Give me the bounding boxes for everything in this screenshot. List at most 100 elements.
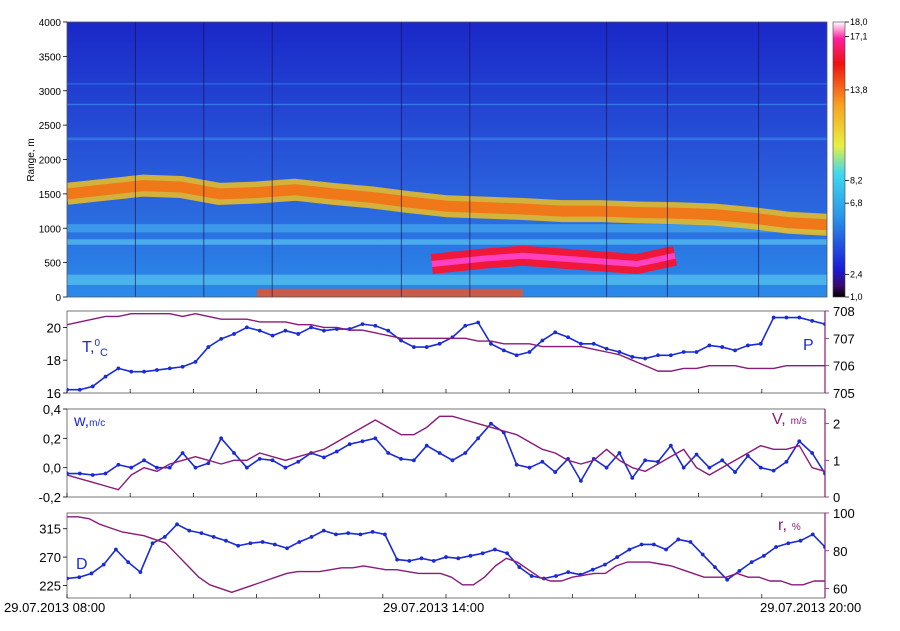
series-point-T	[604, 346, 609, 351]
heatmap-layers	[67, 22, 827, 297]
series-point-T	[501, 348, 506, 353]
label-V: V, m/s	[772, 411, 807, 428]
y-right-tick-label: 60	[833, 582, 847, 597]
series-point-w	[386, 451, 391, 455]
series-point-w	[784, 459, 789, 464]
series-point-D	[224, 538, 228, 543]
heatmap-band	[67, 274, 827, 285]
heatmap-background	[67, 22, 827, 297]
label-D: D	[76, 556, 88, 573]
series-point-T	[771, 315, 776, 320]
series-point-T	[219, 336, 224, 341]
label-V-unit: m/s	[791, 416, 807, 427]
heatmap-y-tick-label: 4000	[39, 18, 62, 29]
y-right-tick-label: 0	[833, 490, 840, 505]
series-point-D	[150, 541, 155, 546]
series-point-T	[155, 368, 159, 372]
panel-wind: -0,2 0,0 0,2 0,4 0 1 2	[39, 402, 841, 505]
heatmap-ground-return	[257, 288, 523, 297]
series-point-T	[707, 343, 712, 348]
heatmap-layer-main	[67, 180, 827, 231]
label-w-unit: m/c	[89, 418, 105, 429]
series-point-D	[236, 543, 241, 548]
series-point-T	[591, 341, 596, 346]
label-r-unit: %	[792, 522, 801, 533]
series-point-w	[90, 473, 95, 477]
heatmap-y-tick-label: 0	[55, 293, 61, 304]
heatmap-band	[67, 239, 827, 245]
y-left-tick-label: 270	[39, 550, 61, 565]
series-point-D	[101, 562, 106, 567]
series-point-T	[360, 322, 365, 327]
series-point-w	[206, 461, 211, 466]
series-point-D	[627, 547, 632, 552]
heatmap-y-tick-label: 3500	[39, 52, 62, 63]
series-point-T	[463, 323, 468, 328]
series-point-D	[456, 556, 461, 561]
series-point-D	[810, 532, 815, 537]
series-point-w	[219, 436, 224, 441]
series-point-D	[187, 528, 192, 533]
colorbar-tick-label: 8,2	[850, 176, 863, 186]
series-point-D	[382, 532, 387, 537]
series-point-D	[175, 522, 179, 527]
series-point-D	[67, 576, 69, 581]
series-point-D	[89, 571, 94, 576]
series-point-w	[232, 451, 236, 455]
heatmap-band	[67, 82, 827, 85]
series-point-D	[603, 562, 607, 567]
series-point-w	[437, 451, 442, 455]
heatmap-y-tick-label: 2500	[39, 121, 62, 132]
series-point-T	[386, 328, 391, 333]
series-group	[67, 415, 825, 491]
heatmap-y-tick-label: 2000	[39, 156, 62, 167]
series-point-w	[604, 465, 609, 470]
series-point-T	[553, 330, 558, 335]
heatmap-band	[67, 137, 827, 141]
series-point-w	[193, 465, 198, 470]
series-line-P	[67, 313, 825, 372]
series-point-T	[180, 364, 185, 369]
series-point-T	[67, 387, 69, 392]
heatmap-y-tick-label: 3000	[39, 87, 62, 98]
series-point-D	[786, 541, 791, 546]
y-left-tick-label: 0,0	[43, 461, 61, 476]
series-point-w	[155, 465, 159, 470]
series-point-D	[493, 547, 497, 552]
series-point-w	[476, 436, 481, 441]
series-line-w	[67, 422, 825, 482]
heatmap-y-ticks: 0 500 1000 1500 2000 2500 3000 3500 4000	[39, 18, 67, 304]
series-point-T	[566, 335, 570, 340]
series-point-T	[103, 374, 108, 379]
series-point-D	[798, 538, 803, 543]
series-point-D	[248, 541, 253, 546]
series-point-T	[424, 345, 429, 349]
series-point-T	[797, 315, 802, 320]
series-point-T	[296, 332, 301, 336]
y-left-tick-label: 16	[47, 386, 61, 401]
heatmap-band	[67, 224, 827, 233]
series-point-T	[810, 318, 815, 323]
series-point-T	[373, 323, 378, 328]
series-point-T	[733, 348, 737, 353]
x-label-end: 29.07.2013 20:00	[760, 600, 861, 615]
x-label-start: 29.07.2013 08:00	[4, 600, 105, 615]
y-left-tick-label: 18	[47, 353, 61, 368]
label-w: w,m/c	[73, 413, 105, 430]
series-point-D	[285, 546, 289, 551]
series-point-w	[334, 449, 339, 454]
series-point-D	[529, 574, 534, 578]
series-point-T	[694, 350, 699, 354]
y-right-tick-label: 2	[833, 417, 840, 432]
series-point-T	[668, 353, 673, 358]
series-point-D	[713, 565, 717, 570]
y-left-tick-label: 0,4	[43, 402, 61, 417]
y-left-tick-label: 225	[39, 578, 61, 593]
series-point-D	[199, 531, 204, 536]
panel-temperature-pressure: 16 18 20 705 706 707 708	[47, 304, 855, 401]
series-point-T	[643, 356, 648, 361]
label-P: P	[803, 337, 814, 354]
series-point-D	[334, 532, 338, 537]
series-point-D	[664, 547, 668, 552]
